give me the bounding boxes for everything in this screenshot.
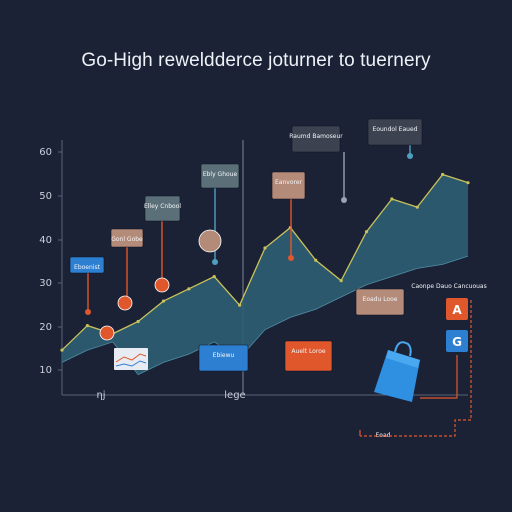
y-tick-label: 50 [39,191,52,202]
callout-label: Gonl Gobe [111,236,143,243]
callout-anchor-dot [407,153,413,159]
data-point [136,319,140,324]
area-band [62,174,468,375]
marker-circle [117,295,133,311]
data-point [263,246,267,250]
y-tick-label: 40 [39,235,52,246]
callout-label: Elley Cnbool [144,203,181,210]
area-layer [60,172,470,376]
shopping-bag-icon [374,341,420,402]
callout-box [355,288,405,316]
callout-box [198,344,249,372]
connector-lines [359,300,472,437]
app-icon-g[interactable] [446,330,468,352]
callout-layer: Eboenist Gonl Gobe Elley Cnbool Ebly Ghoue E… [69,118,487,439]
callout-box [144,195,181,222]
y-tick-label: 10 [39,365,52,376]
app-icon-g-glyph: G [452,335,462,349]
callout-label: Eanvorer [275,179,303,186]
callout-label: Eoundol Eaued [373,126,418,133]
callout-label: Eoadu Looe [363,296,398,303]
marker-circle [198,229,222,253]
data-point [466,181,470,185]
marker-circle [154,277,170,293]
data-point [390,197,394,201]
callout-box [367,118,423,146]
callout-label: Eoad [376,432,391,439]
data-point [60,348,64,352]
data-point [364,230,369,234]
data-point [415,205,419,209]
mini-chart-card [114,348,148,370]
y-tick-label: 30 [39,278,52,289]
callout-label: Ebiewu [213,352,235,359]
data-point [238,303,242,307]
callout-label: Eboenist [74,264,101,271]
callout-label: Raumd Bamoseur [289,133,343,140]
callout-label: Ebly Ghoue [203,171,238,178]
y-tick-label: 20 [39,322,52,333]
app-icon-a[interactable] [446,298,468,320]
x-tick-label: lege [224,390,245,401]
tick-layer: 10 20 30 40 50 60 ηj lege [39,147,245,401]
callout-box [69,256,105,274]
callout-anchor-dot [288,255,294,261]
callout-box [200,163,240,189]
callout-anchor-dot [341,197,347,203]
app-icon-a-glyph: A [452,303,462,317]
callout-label: Caonpe Dauo Cancuouas [411,283,486,290]
x-tick-label: ηj [96,390,105,401]
callout-box [291,125,341,153]
mini-chart-line [115,360,147,367]
marker-circle [99,325,115,341]
data-point [212,274,216,279]
data-point [187,287,191,291]
callout-box [284,340,333,372]
data-point [161,299,166,303]
data-point [441,172,445,177]
data-point [314,258,318,262]
callout-anchor-dot [85,309,91,315]
callout-anchor-dot [212,259,218,265]
mini-chart-line [115,353,147,363]
y-tick-label: 60 [39,147,52,158]
callout-label: Auelt Loroe [291,348,325,355]
data-point [339,279,343,283]
callout-box [271,171,306,200]
chart-title: Go-High reweldderce joturner to tuernery [81,50,431,71]
data-point [85,323,89,328]
callout-box [110,228,144,248]
